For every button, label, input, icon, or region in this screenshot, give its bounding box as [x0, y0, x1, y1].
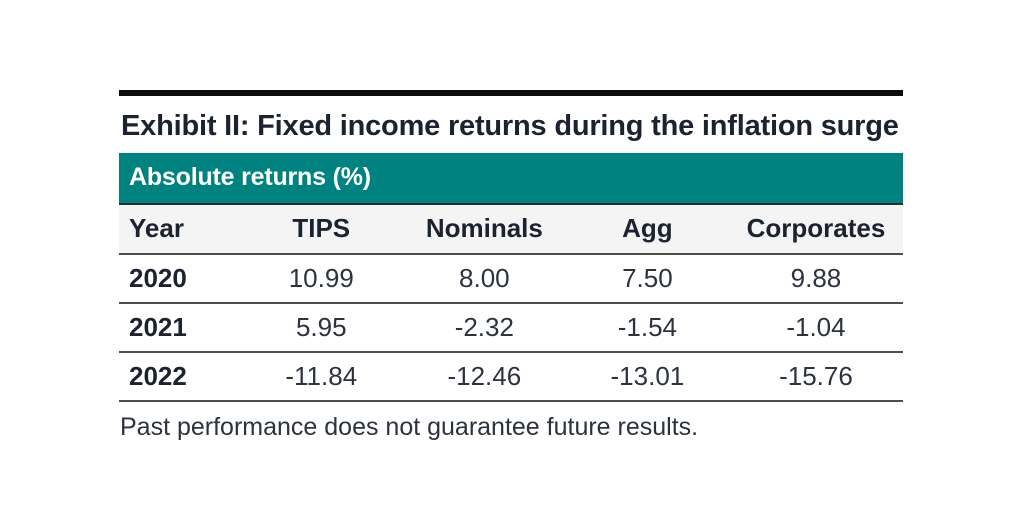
- value-cell: -11.84: [239, 351, 403, 402]
- top-rule: [119, 90, 903, 96]
- value-cell: 7.50: [565, 253, 729, 304]
- table-row-2020: 2020 10.99 8.00 7.50 9.88: [119, 253, 903, 304]
- absolute-returns-banner: Absolute returns (%): [119, 152, 903, 205]
- year-cell: 2020: [119, 253, 240, 304]
- value-cell: -1.04: [728, 302, 903, 353]
- value-cell: 8.00: [402, 253, 566, 304]
- exhibit-container: Exhibit II: Fixed income returns during …: [119, 90, 903, 442]
- value-cell: 5.95: [239, 302, 403, 353]
- column-header-nominals: Nominals: [402, 204, 566, 255]
- value-cell: -13.01: [565, 351, 729, 402]
- exhibit-title: Exhibit II: Fixed income returns during …: [121, 110, 899, 142]
- table-row-2021: 2021 5.95 -2.32 -1.54 -1.04: [119, 302, 903, 353]
- footnote: Past performance does not guarantee futu…: [120, 412, 699, 441]
- value-cell: -1.54: [565, 302, 729, 353]
- banner-label: Absolute returns (%): [129, 163, 371, 192]
- column-header-tips: TIPS: [239, 204, 403, 255]
- header-row: Year TIPS Nominals Agg Corporates: [119, 204, 903, 255]
- column-header-corporates: Corporates: [728, 204, 903, 255]
- year-cell: 2022: [119, 351, 240, 402]
- value-cell: -12.46: [402, 351, 566, 402]
- year-cell: 2021: [119, 302, 240, 353]
- column-header-agg: Agg: [565, 204, 729, 255]
- value-cell: -15.76: [728, 351, 903, 402]
- value-cell: 10.99: [239, 253, 403, 304]
- table-row-2022: 2022 -11.84 -12.46 -13.01 -15.76: [119, 351, 903, 402]
- returns-table: Year TIPS Nominals Agg Corporates 2020 1…: [119, 204, 903, 402]
- value-cell: 9.88: [728, 253, 903, 304]
- value-cell: -2.32: [402, 302, 566, 353]
- column-header-year: Year: [119, 204, 240, 255]
